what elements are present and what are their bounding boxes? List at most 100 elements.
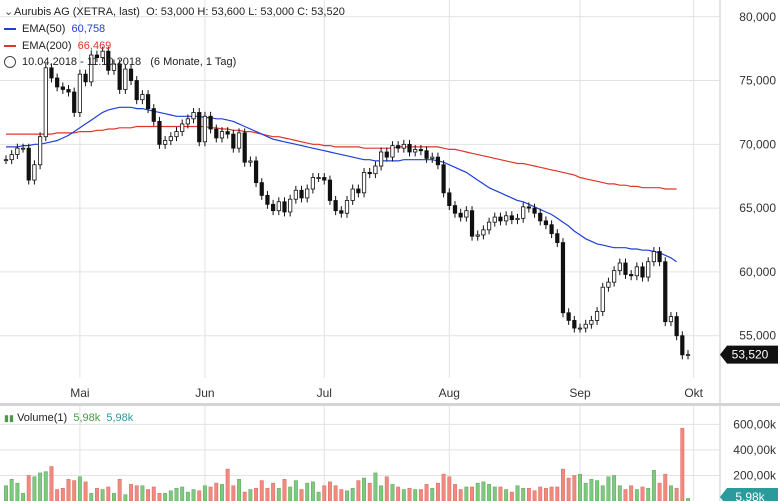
candle: [651, 247, 657, 267]
candle: [282, 197, 287, 217]
volume-value-1: 5,98k: [73, 412, 101, 424]
chevron-icon[interactable]: ⌄: [4, 6, 14, 18]
candle-body: [629, 274, 634, 277]
candle: [89, 50, 94, 87]
candle: [521, 202, 526, 223]
candle: [566, 308, 571, 325]
volume-tick-label: 200,00k: [733, 468, 777, 482]
candle-body: [134, 80, 139, 101]
candle-body: [396, 145, 401, 149]
candle-body: [117, 63, 122, 90]
candle: [674, 312, 679, 341]
candle: [418, 144, 423, 156]
volume-bar: [339, 489, 344, 501]
candle-body: [469, 210, 475, 237]
candle: [663, 257, 668, 327]
candle-body: [623, 262, 628, 275]
candle-body: [310, 177, 316, 190]
candle-body: [378, 151, 384, 167]
volume-bar: [617, 485, 622, 501]
volume-bar: [532, 490, 537, 501]
candle: [464, 206, 469, 222]
volume-bar: [543, 487, 548, 501]
candle-body: [94, 54, 100, 58]
volume-bar: [492, 486, 497, 501]
candle: [100, 46, 105, 63]
candle-body: [248, 160, 253, 163]
candle: [20, 143, 26, 153]
volume-bar: [362, 477, 367, 501]
candle: [492, 212, 497, 227]
candle-body: [435, 156, 441, 166]
candle: [430, 152, 435, 163]
candle-body: [271, 203, 276, 212]
volume-bar: [418, 489, 423, 501]
month-tick-label: Sep: [569, 386, 591, 400]
volume-bar: [106, 486, 111, 501]
volume-bar: [38, 472, 43, 501]
volume-bar: [578, 473, 582, 501]
candle-body: [509, 215, 514, 221]
candle: [344, 196, 350, 218]
candle-body: [299, 189, 304, 199]
candle-body: [123, 68, 128, 90]
candle: [134, 76, 139, 105]
candle: [225, 127, 230, 139]
candle-body: [492, 216, 497, 223]
candle-body: [168, 136, 173, 141]
candle: [378, 147, 384, 171]
candle: [327, 175, 333, 205]
volume-bar: [555, 486, 560, 501]
volume-bar: [515, 485, 520, 501]
candle: [498, 212, 503, 226]
volume-bar: [185, 491, 190, 501]
candle-body: [640, 266, 645, 278]
volume-bar: [123, 494, 128, 501]
candle: [214, 124, 219, 143]
candle: [168, 132, 173, 145]
ema200-value: 66,469: [77, 40, 112, 52]
volume-bar: [561, 468, 565, 501]
candle-body: [43, 67, 48, 138]
candle-body: [401, 143, 406, 149]
volume-bar: [55, 489, 60, 501]
candle-body: [418, 149, 423, 152]
candle-body: [15, 147, 20, 155]
candle: [629, 270, 634, 281]
candle: [106, 46, 111, 75]
clock-icon: [4, 56, 16, 69]
candle-body: [549, 224, 554, 235]
candle-body: [305, 188, 310, 199]
candle-body: [498, 216, 503, 222]
candle-body: [20, 147, 26, 150]
volume-bar: [651, 470, 656, 501]
candle: [271, 199, 276, 216]
volume-bar: [316, 491, 321, 501]
volume-bar: [117, 479, 122, 501]
candle-body: [55, 77, 60, 88]
volume-last-box: [720, 488, 778, 501]
month-tick-label: Aug: [439, 386, 460, 400]
volume-bar: [4, 485, 8, 501]
volume-bar: [350, 487, 355, 501]
ohlc-values: O: 53,000 H: 53,600 L: 53,000 C: 53,520: [146, 6, 345, 18]
candle: [316, 173, 321, 182]
candle-body: [680, 335, 685, 356]
candle-body: [504, 215, 509, 222]
price-tick-label: 60,000: [739, 265, 776, 279]
volume-bar: [231, 485, 236, 501]
candle-body: [100, 50, 105, 58]
candle: [572, 315, 577, 333]
candle: [253, 156, 259, 188]
candle-body: [543, 220, 549, 226]
candle: [441, 160, 446, 198]
candle: [231, 129, 236, 153]
month-tick-label: Jun: [195, 386, 214, 400]
volume-bar: [208, 486, 213, 501]
candle: [515, 213, 520, 225]
ema200-label: EMA(200): [22, 40, 72, 52]
candle: [265, 190, 270, 209]
volume-bar: [146, 489, 151, 501]
candle-body: [3, 159, 9, 162]
volume-bar: [163, 493, 168, 501]
